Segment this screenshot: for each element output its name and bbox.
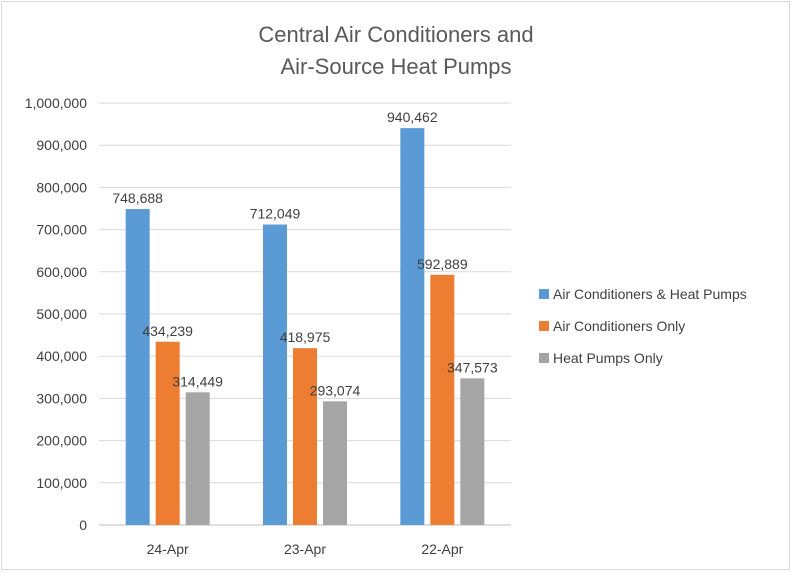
bar	[155, 341, 180, 525]
bar	[293, 348, 317, 525]
x-tick-label: 24-Apr	[147, 541, 189, 557]
legend-label: Air Conditioners Only	[553, 318, 685, 334]
x-tick-label: 22-Apr	[421, 541, 463, 557]
legend: Air Conditioners & Heat Pumps Air Conditi…	[539, 286, 747, 366]
y-tick-label: 100,000	[36, 475, 87, 491]
data-label: 434,239	[142, 323, 193, 339]
bar	[125, 209, 150, 526]
y-tick-label: 300,000	[36, 390, 87, 406]
legend-label: Heat Pumps Only	[553, 350, 663, 366]
data-label: 314,449	[172, 373, 223, 389]
legend-swatch	[539, 289, 549, 299]
y-tick-label: 800,000	[36, 179, 87, 195]
legend-swatch	[539, 321, 549, 331]
chart-title-line-2: Air-Source Heat Pumps	[280, 54, 511, 79]
data-label: 347,573	[447, 359, 498, 375]
y-axis: 0 100,000 200,000 300,000 400,000 500,000 600,…	[25, 95, 88, 533]
bar	[185, 392, 210, 525]
y-tick-label: 500,000	[36, 306, 87, 322]
y-tick-label: 600,000	[36, 264, 87, 280]
y-tick-label: 1,000,000	[25, 95, 87, 111]
y-tick-label: 400,000	[36, 348, 87, 364]
legend-label: Air Conditioners & Heat Pumps	[553, 286, 747, 302]
legend-swatch	[539, 353, 549, 363]
y-tick-label: 900,000	[36, 137, 87, 153]
bar	[460, 378, 485, 525]
data-labels: 748,688 434,239 314,449 712,049 418,975 293,0…	[112, 109, 497, 398]
y-tick-label: 700,000	[36, 222, 87, 238]
bar	[400, 128, 425, 525]
chart-title-line-1: Central Air Conditioners and	[258, 22, 533, 47]
y-tick-label: 0	[79, 517, 87, 533]
y-tick-label: 200,000	[36, 433, 87, 449]
data-label: 418,975	[280, 329, 331, 345]
bar	[323, 401, 347, 525]
x-axis: 24-Apr 23-Apr 22-Apr	[147, 541, 464, 557]
data-label: 940,462	[387, 109, 438, 125]
data-label: 748,688	[112, 190, 163, 206]
chart-title: Central Air Conditioners and Air-Source …	[258, 22, 533, 79]
x-tick-label: 23-Apr	[284, 541, 326, 557]
bar	[263, 224, 287, 525]
bar	[430, 274, 455, 525]
data-label: 712,049	[250, 206, 301, 222]
data-label: 293,074	[310, 382, 361, 398]
data-label: 592,889	[417, 256, 468, 272]
bars	[125, 128, 485, 526]
